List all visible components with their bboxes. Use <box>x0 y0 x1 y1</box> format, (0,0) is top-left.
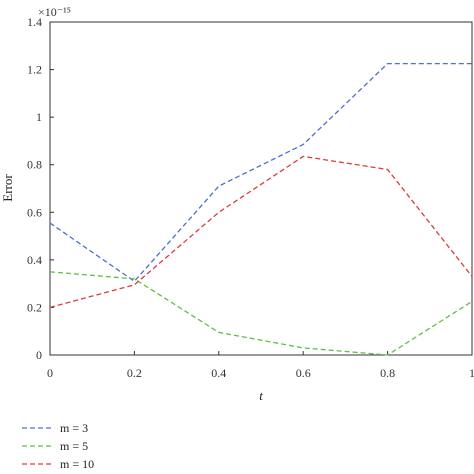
y-tick-label: 1.2 <box>27 63 42 77</box>
y-axis-label: Error <box>0 174 15 202</box>
x-tick-label: 0.2 <box>127 366 142 380</box>
x-tick-label: 0.8 <box>380 366 395 380</box>
x-axis-label: t <box>259 388 263 403</box>
y-multiplier-label: ×10⁻¹⁵ <box>38 5 71 19</box>
y-axis-ticks: 0 0.2 0.4 0.6 0.8 1 1.2 1.4 <box>27 15 54 362</box>
y-tick-label: 0.2 <box>27 300 42 314</box>
x-tick-label: 1 <box>469 366 474 380</box>
y-tick-label: 0.6 <box>27 205 42 219</box>
axes <box>49 21 473 356</box>
legend-label-3: m = 10 <box>60 457 94 471</box>
x-tick-label: 0 <box>47 366 53 380</box>
series-line-1 <box>49 62 472 283</box>
series-line-2 <box>49 271 473 356</box>
legend-label-1: m = 3 <box>60 421 88 435</box>
plot-frame <box>49 21 473 356</box>
y-tick-label: 0 <box>36 348 42 362</box>
x-tick-label: 0.6 <box>296 366 311 380</box>
series-lines <box>49 62 473 356</box>
y-tick-label: 0.8 <box>27 158 42 172</box>
y-tick-label: 1.4 <box>27 15 42 29</box>
legend-label-2: m = 5 <box>60 439 88 453</box>
series-line-3 <box>49 155 473 309</box>
legend: m = 3 m = 5 m = 10 <box>22 421 94 471</box>
x-axis-ticks: 0 0.2 0.4 0.6 0.8 1 <box>47 351 474 380</box>
y-tick-label: 0.4 <box>27 253 42 267</box>
x-tick-label: 0.4 <box>211 366 226 380</box>
y-tick-label: 1 <box>36 110 42 124</box>
